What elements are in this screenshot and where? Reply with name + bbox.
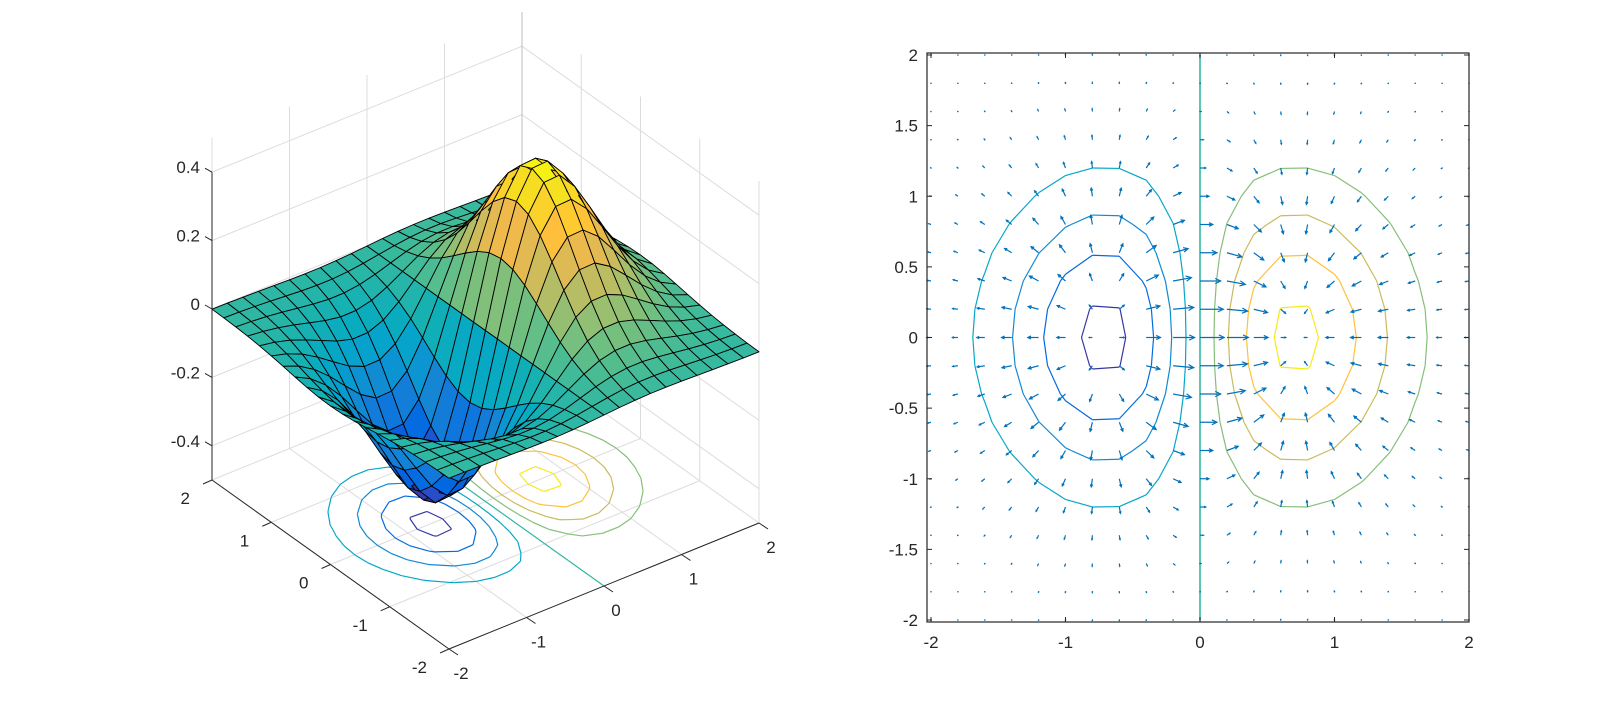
z-tick-label: 0.4 (176, 158, 200, 177)
y-tick-label: 2 (909, 46, 918, 65)
x-tick-label: -2 (923, 633, 938, 652)
z-tick-label: 0 (191, 295, 200, 314)
x-tick-label: -1 (531, 633, 546, 652)
y-tick-label: 2 (181, 489, 190, 508)
y-tick-label: 1 (240, 531, 249, 550)
x-tick-label: 1 (689, 570, 698, 589)
z-tick-label: -0.2 (171, 363, 200, 382)
y-tick-label: 1 (909, 187, 918, 206)
y-tick-label: -1 (903, 470, 918, 489)
y-tick-label: 0 (909, 329, 918, 348)
y-tick-label: -0.5 (889, 399, 918, 418)
y-tick-label: -2 (903, 611, 918, 630)
x-tick-label: 0 (611, 601, 620, 620)
x-tick-label: 2 (766, 538, 775, 557)
x-tick-label: 0 (1195, 633, 1204, 652)
y-tick-label: 1.5 (894, 117, 918, 136)
y-tick-label: -1 (353, 616, 368, 635)
x-tick-label: -2 (453, 664, 468, 683)
y-tick-label: 0 (299, 574, 308, 593)
z-tick-label: -0.4 (171, 432, 200, 451)
y-tick-label: 0.5 (894, 258, 918, 277)
surface-mesh (212, 158, 759, 503)
quiver-contour-plot-axes[interactable]: -2 -1 0 1 2 -2 -1.5 -1 -0.5 0 0.5 1 1.5 2 (889, 46, 1474, 652)
x-tick-label: 1 (1330, 633, 1339, 652)
x-tick-label: -1 (1058, 633, 1073, 652)
x-tick-label: 2 (1464, 633, 1473, 652)
y-tick-label: -1.5 (889, 540, 918, 559)
y-tick-label: -2 (412, 658, 427, 677)
z-tick-label: 0.2 (176, 227, 200, 246)
surface-plot-axes[interactable]: -0.4 -0.2 0 0.2 0.4 -2 -1 0 1 2 -2 -1 0 1 2 (171, 12, 776, 683)
